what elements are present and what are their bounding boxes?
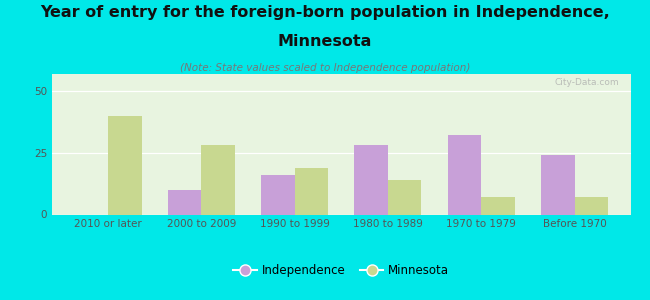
Text: City-Data.com: City-Data.com (554, 78, 619, 87)
Text: (Note: State values scaled to Independence population): (Note: State values scaled to Independen… (180, 63, 470, 73)
Text: Year of entry for the foreign-born population in Independence,: Year of entry for the foreign-born popul… (40, 4, 610, 20)
Bar (575, 197, 608, 214)
Bar (168, 190, 202, 214)
Bar (202, 145, 235, 214)
Bar (294, 167, 328, 214)
Bar (388, 180, 421, 214)
Legend: Independence, Minnesota: Independence, Minnesota (229, 260, 454, 282)
Bar (541, 155, 575, 214)
Bar (108, 116, 142, 214)
Bar (481, 197, 515, 214)
Bar (261, 175, 294, 214)
Text: Minnesota: Minnesota (278, 34, 372, 50)
Bar (354, 145, 388, 214)
Bar (448, 135, 481, 214)
